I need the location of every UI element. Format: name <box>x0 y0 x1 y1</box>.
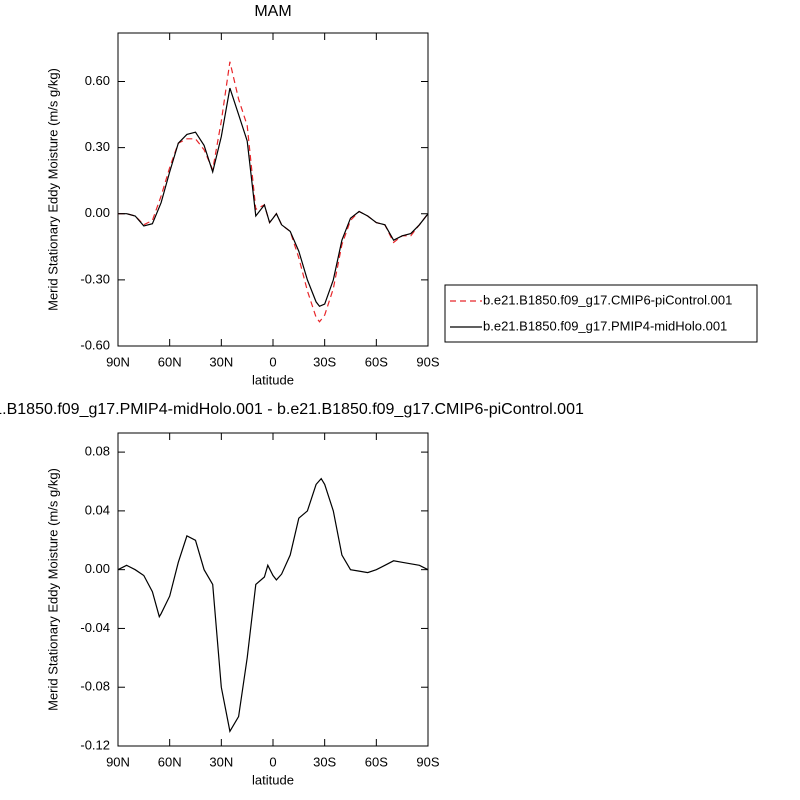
x-tick-label: 90N <box>106 754 130 769</box>
y-tick-label: 0.04 <box>85 502 110 517</box>
y-tick-label: 0.60 <box>85 73 110 88</box>
y-tick-label: 0.00 <box>85 205 110 220</box>
x-tick-label: 60N <box>158 354 182 369</box>
legend-box <box>444 284 758 343</box>
legend-label: b.e21.B1850.f09_g17.CMIP6-piControl.001 <box>483 292 732 307</box>
x-axis-label: latitude <box>252 372 294 387</box>
chart-title: b.e21.B1850.f09_g17.PMIP4-midHolo.001 - … <box>0 401 584 418</box>
x-tick-label: 60S <box>365 754 388 769</box>
y-tick-label: -0.04 <box>80 620 110 635</box>
x-tick-label: 0 <box>269 754 276 769</box>
x-tick-label: 30N <box>209 754 233 769</box>
y-tick-label: -0.30 <box>80 271 110 286</box>
y-tick-label: 0.08 <box>85 444 110 459</box>
y-tick-label: -0.12 <box>80 737 110 752</box>
y-axis-label: Merid Stationary Eddy Moisture (m/s g/kg… <box>45 468 60 711</box>
y-axis-label: Merid Stationary Eddy Moisture (m/s g/kg… <box>45 68 60 311</box>
x-axis-label: latitude <box>252 772 294 787</box>
series-line <box>118 87 429 308</box>
x-tick-label: 0 <box>269 354 276 369</box>
y-tick-label: -0.08 <box>80 679 110 694</box>
x-tick-label: 90N <box>106 354 130 369</box>
y-tick-label: 0.30 <box>85 139 110 154</box>
legend-label: b.e21.B1850.f09_g17.PMIP4-midHolo.001 <box>483 318 727 333</box>
x-tick-label: 60S <box>365 354 388 369</box>
chart-title: MAM <box>254 3 291 20</box>
x-tick-label: 90S <box>416 754 439 769</box>
x-tick-label: 30N <box>209 354 233 369</box>
y-tick-label: -0.60 <box>80 337 110 352</box>
x-tick-label: 30S <box>313 754 336 769</box>
x-tick-label: 90S <box>416 354 439 369</box>
plot-frame <box>117 432 429 747</box>
data-line <box>117 477 429 733</box>
x-tick-label: 60N <box>158 754 182 769</box>
y-tick-label: 0.00 <box>85 561 110 576</box>
x-tick-label: 30S <box>313 354 336 369</box>
